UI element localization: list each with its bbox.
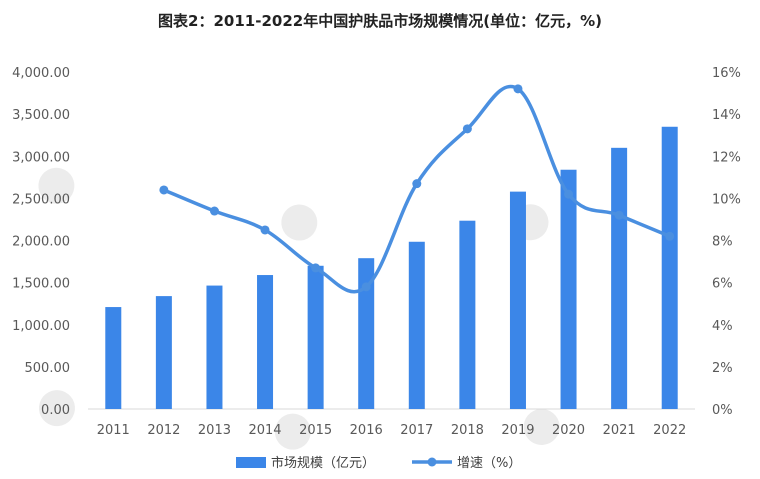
bar (257, 275, 274, 409)
x-tick-label: 2017 (400, 423, 433, 438)
right-y-tick-label: 12% (712, 150, 741, 165)
x-tick-label: 2015 (299, 423, 332, 438)
bar (459, 220, 476, 409)
bar (155, 296, 172, 409)
bar (509, 191, 526, 409)
right-y-tick-label: 0% (712, 403, 733, 418)
bar (206, 285, 223, 409)
right-y-tick-label: 10% (712, 192, 741, 207)
right-y-tick-label: 8% (712, 235, 733, 250)
left-y-tick-label: 3,000.00 (12, 150, 70, 165)
watermark-logo-icon (523, 408, 560, 445)
line-point (564, 189, 574, 199)
bar (307, 265, 324, 409)
x-tick-label: 2014 (248, 423, 281, 438)
x-tick-label: 2016 (350, 423, 383, 438)
chart-title: 图表2：2011-2022年中国护肤品市场规模情况(单位：亿元，%) (158, 12, 602, 30)
x-tick-label: 2021 (603, 423, 636, 438)
line-point (311, 263, 321, 273)
right-y-tick-label: 16% (712, 66, 741, 81)
x-tick-label: 2018 (451, 423, 484, 438)
x-tick-label: 2020 (552, 423, 585, 438)
x-tick-label: 2022 (653, 423, 686, 438)
left-y-tick-label: 3,500.00 (12, 108, 70, 123)
line-point (665, 231, 675, 241)
line-point (412, 179, 422, 189)
right-y-tick-label: 14% (712, 108, 741, 123)
watermark-logo-icon (281, 204, 318, 241)
line-points (159, 84, 675, 292)
bar (560, 169, 577, 409)
legend-bar-swatch (236, 457, 266, 468)
left-y-tick-label: 2,000.00 (12, 235, 70, 250)
x-tick-label: 2013 (198, 423, 231, 438)
left-y-tick-label: 1,500.00 (12, 277, 70, 292)
line-point (513, 84, 523, 94)
right-y-tick-label: 6% (712, 277, 733, 292)
watermark-logo-icon (38, 167, 75, 204)
left-y-tick-label: 0.00 (41, 403, 70, 418)
bar (611, 147, 628, 409)
right-y-tick-label: 4% (712, 319, 733, 334)
left-y-tick-label: 1,000.00 (12, 319, 70, 334)
left-y-axis: 0.00 500.00 1,000.00 1,500.00 2,000.00 2,500.… (12, 66, 70, 418)
legend: 市场规模（亿元） 增速（%） (236, 455, 521, 471)
bar (408, 241, 425, 409)
legend-bar-label: 市场规模（亿元） (271, 455, 375, 471)
line-point (159, 185, 169, 195)
watermark-logo-icon (274, 413, 311, 450)
watermark-logo-icon (38, 390, 75, 427)
legend-line-dot (427, 457, 437, 467)
x-tick-label: 2011 (97, 423, 130, 438)
bar (358, 258, 375, 409)
line-point (209, 206, 219, 216)
x-tick-label: 2019 (501, 423, 534, 438)
left-y-tick-label: 2,500.00 (12, 192, 70, 207)
bar (661, 126, 678, 409)
x-axis: 2011 2012 2013 2014 2015 2016 2017 2018 2019 2020… (97, 423, 687, 438)
left-y-tick-label: 500.00 (25, 361, 71, 376)
line-point (462, 124, 472, 134)
line-point (614, 210, 624, 220)
right-y-axis: 0% 2% 4% 6% 8% 10% 12% 14% 16% (712, 66, 741, 418)
legend-line-label: 增速（%） (457, 456, 521, 471)
line-point (260, 225, 270, 235)
bar (105, 307, 122, 409)
left-y-tick-label: 4,000.00 (12, 66, 70, 81)
right-y-tick-label: 2% (712, 361, 733, 376)
bar-series (105, 126, 678, 409)
x-tick-label: 2012 (147, 423, 180, 438)
line-point (361, 282, 371, 292)
